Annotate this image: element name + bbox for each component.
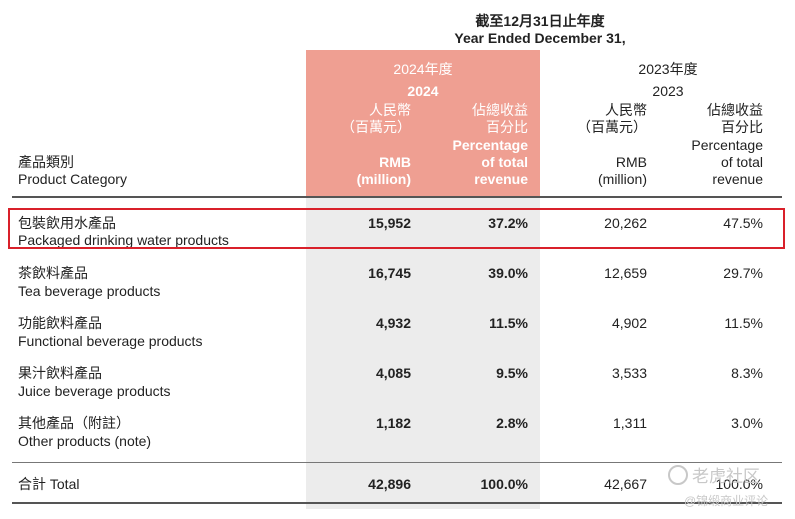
year-2024-zh: 2024年度 <box>393 61 453 77</box>
row-2-en: Tea beverage products <box>18 283 161 299</box>
category-header-en: Product Category <box>18 171 127 187</box>
pct-en2-2023: of total <box>720 154 763 170</box>
row-1-zh: 包裝飲用水產品 <box>18 215 116 231</box>
pct-zh1-2023: 佔總收益 <box>707 102 763 118</box>
row-5-pct-2024: 2.8% <box>496 415 528 431</box>
row-1-en: Packaged drinking water products <box>18 232 229 248</box>
row-5-en: Other products (note) <box>18 433 152 449</box>
row-3-rmb-2023: 4,902 <box>611 315 647 331</box>
total-bottom-rule <box>12 502 782 504</box>
rmb-en-2023: RMB <box>615 154 647 170</box>
pct-en3-2023: revenue <box>712 171 763 187</box>
pct-en3-2024: revenue <box>474 171 528 187</box>
pct-en2-2024: of total <box>481 154 528 170</box>
row-2-rmb-2024: 16,745 <box>368 265 411 281</box>
header-rule <box>12 196 782 198</box>
row-1-pct-2023: 47.5% <box>723 215 763 231</box>
watermark-line1: 老虎社区 <box>668 462 760 487</box>
row-2-zh: 茶飲料產品 <box>18 265 88 281</box>
rmb-zh-2024: 人民幣 <box>369 102 411 118</box>
total-rmb-2024: 42,896 <box>368 476 411 492</box>
row-4-zh: 果汁飲料產品 <box>18 365 102 381</box>
total-top-rule <box>12 462 782 463</box>
total-label: 合計 Total <box>18 476 80 492</box>
rmb-unit-en-2024: (million) <box>356 171 411 187</box>
watermark-logo-icon <box>668 465 688 485</box>
pct-zh1-2024: 佔總收益 <box>472 102 528 118</box>
year-2024-column-shade <box>306 197 540 509</box>
row-4-pct-2023: 8.3% <box>731 365 763 381</box>
row-3-zh: 功能飲料產品 <box>18 315 102 331</box>
category-header-zh: 產品類別 <box>18 154 74 170</box>
total-pct-2024: 100.0% <box>480 476 528 492</box>
year-2024-header-band <box>306 50 540 197</box>
watermark-line2: @锦缎商业评论 <box>684 494 769 508</box>
row-1-rmb-2024: 15,952 <box>368 215 411 231</box>
row-4-en: Juice beverage products <box>18 383 171 399</box>
row-2-rmb-2023: 12,659 <box>604 265 647 281</box>
period-en: Year Ended December 31, <box>454 30 626 46</box>
period-zh: 截至12月31日止年度 <box>475 13 605 29</box>
year-2023-zh: 2023年度 <box>638 61 698 77</box>
pct-zh2-2023: 百分比 <box>721 119 763 135</box>
highlight-box <box>8 208 785 249</box>
year-2024: 2024 <box>407 83 439 99</box>
row-3-rmb-2024: 4,932 <box>375 315 411 331</box>
rmb-unit-zh-2024: （百萬元） <box>341 119 411 135</box>
rmb-unit-en-2023: (million) <box>598 171 647 187</box>
row-3-pct-2024: 11.5% <box>489 315 528 331</box>
row-5-rmb-2023: 1,311 <box>613 415 647 431</box>
row-2-pct-2024: 39.0% <box>488 265 528 281</box>
row-1-rmb-2023: 20,262 <box>604 215 647 231</box>
year-2023: 2023 <box>652 83 684 99</box>
total-pct-2023: 100.0% <box>715 476 763 492</box>
pct-en1-2024: Percentage <box>452 137 528 153</box>
row-3-pct-2023: 11.5% <box>724 315 763 331</box>
pct-zh2-2024: 百分比 <box>486 119 528 135</box>
row-4-rmb-2023: 3,533 <box>611 365 647 381</box>
row-5-pct-2023: 3.0% <box>731 415 763 431</box>
row-5-rmb-2024: 1,182 <box>375 415 411 431</box>
row-5-zh: 其他產品（附註） <box>18 415 130 431</box>
row-4-pct-2024: 9.5% <box>496 365 528 381</box>
pct-en1-2023: Percentage <box>691 137 763 153</box>
row-2-pct-2023: 29.7% <box>723 265 763 281</box>
rmb-en-2024: RMB <box>379 154 411 170</box>
row-1-pct-2024: 37.2% <box>488 215 528 231</box>
row-3-en: Functional beverage products <box>18 333 203 349</box>
rmb-zh-2023: 人民幣 <box>605 102 647 118</box>
total-rmb-2023: 42,667 <box>604 476 647 492</box>
row-4-rmb-2024: 4,085 <box>375 365 411 381</box>
rmb-unit-zh-2023: （百萬元） <box>577 119 647 135</box>
